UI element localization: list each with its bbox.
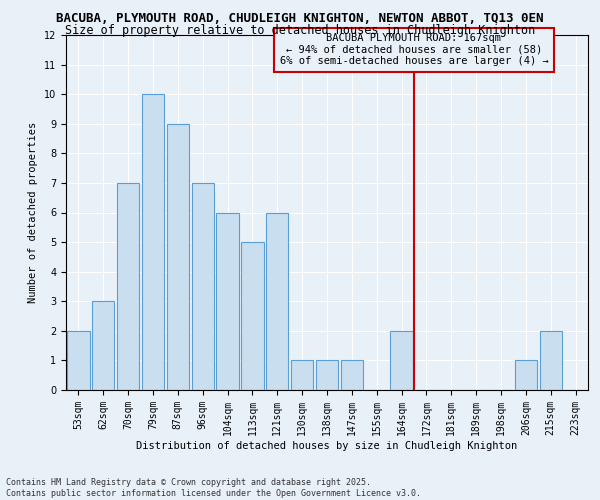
Bar [217,212,239,390]
Bar [316,360,338,390]
Bar [266,212,289,390]
Bar [291,360,313,390]
Bar [117,183,139,390]
Bar [515,360,537,390]
Bar [92,301,115,390]
Bar [142,94,164,390]
Bar [391,331,413,390]
Bar [191,183,214,390]
Text: BACUBA PLYMOUTH ROAD: 167sqm
← 94% of detached houses are smaller (58)
6% of sem: BACUBA PLYMOUTH ROAD: 167sqm ← 94% of de… [280,33,548,66]
Text: Size of property relative to detached houses in Chudleigh Knighton: Size of property relative to detached ho… [65,24,535,37]
Text: Contains HM Land Registry data © Crown copyright and database right 2025.
Contai: Contains HM Land Registry data © Crown c… [6,478,421,498]
Bar [539,331,562,390]
Y-axis label: Number of detached properties: Number of detached properties [28,122,38,303]
X-axis label: Distribution of detached houses by size in Chudleigh Knighton: Distribution of detached houses by size … [136,440,518,450]
Bar [341,360,363,390]
Bar [67,331,89,390]
Bar [167,124,189,390]
Bar [241,242,263,390]
Text: BACUBA, PLYMOUTH ROAD, CHUDLEIGH KNIGHTON, NEWTON ABBOT, TQ13 0EN: BACUBA, PLYMOUTH ROAD, CHUDLEIGH KNIGHTO… [56,12,544,26]
